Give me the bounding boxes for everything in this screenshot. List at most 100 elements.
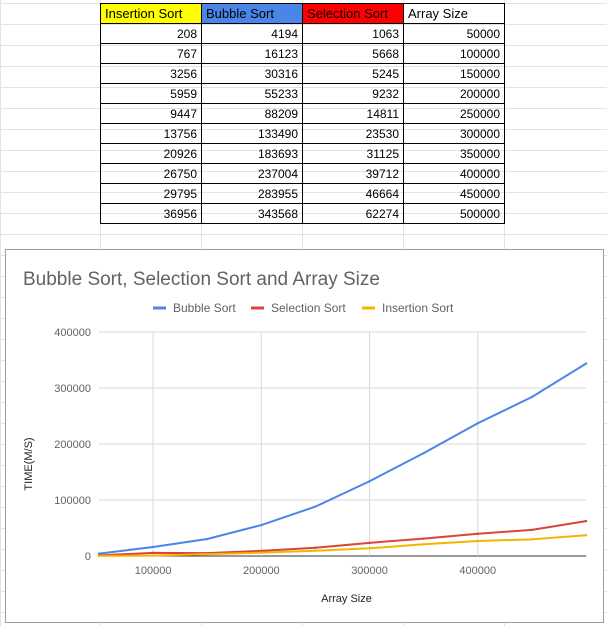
table-row: 208 4194 1063 50000 (100, 23, 505, 44)
x-tick-label: 400000 (459, 565, 496, 577)
x-axis-title: Array Size (321, 593, 372, 605)
series-line-insertion-sort[interactable] (98, 534, 587, 557)
data-point[interactable] (584, 534, 588, 537)
data-point[interactable] (530, 395, 534, 399)
table-cell[interactable]: 450000 (403, 183, 505, 204)
data-point[interactable] (476, 422, 479, 425)
data-point[interactable] (206, 537, 209, 541)
table-cell[interactable]: 30316 (201, 63, 303, 84)
table-cell[interactable]: 14811 (302, 103, 404, 124)
table-cell[interactable]: 9447 (100, 103, 202, 124)
y-tick-label: 100000 (54, 495, 91, 507)
header-array-size[interactable]: Array Size (403, 3, 505, 24)
data-point[interactable] (97, 552, 101, 555)
data-point[interactable] (422, 451, 425, 455)
data-point[interactable] (368, 480, 371, 483)
data-point[interactable] (584, 519, 588, 523)
table-cell[interactable]: 208 (100, 23, 202, 44)
table-cell[interactable]: 500000 (403, 203, 505, 224)
table-cell[interactable]: 5668 (302, 43, 404, 64)
chart-card[interactable]: Bubble Sort, Selection Sort and Array Si… (5, 249, 604, 623)
data-point[interactable] (151, 554, 155, 557)
table-row: 13756 133490 23530 300000 (100, 123, 505, 144)
table-cell[interactable]: 16123 (201, 43, 303, 64)
table-cell[interactable]: 1063 (302, 23, 404, 44)
chart-title: Bubble Sort, Selection Sort and Array Si… (23, 269, 380, 290)
x-tick-label: 100000 (135, 565, 172, 577)
table-row: 767 16123 5668 100000 (100, 43, 505, 64)
data-point[interactable] (260, 549, 263, 553)
data-point[interactable] (530, 528, 534, 532)
table-cell[interactable]: 46664 (302, 183, 404, 204)
data-point[interactable] (97, 554, 101, 558)
data-point[interactable] (584, 362, 588, 365)
data-point[interactable] (476, 539, 479, 543)
table-cell[interactable]: 343568 (201, 203, 303, 224)
table-cell[interactable]: 55233 (201, 83, 303, 104)
table-cell[interactable]: 29795 (100, 183, 202, 204)
table-cell[interactable]: 200000 (403, 83, 505, 104)
table-cell[interactable]: 150000 (403, 63, 505, 84)
y-tick-label: 0 (85, 551, 91, 563)
table-cell[interactable]: 36956 (100, 203, 202, 224)
legend-label[interactable]: Bubble Sort (173, 301, 236, 315)
data-point[interactable] (530, 538, 534, 541)
table-cell[interactable]: 62274 (302, 203, 404, 224)
y-tick-label: 300000 (54, 383, 91, 395)
data-point[interactable] (151, 545, 155, 549)
table-row: 36956 343568 62274 500000 (100, 203, 505, 224)
y-tick-label: 200000 (54, 439, 91, 451)
data-point[interactable] (422, 543, 425, 546)
table-cell[interactable]: 23530 (302, 123, 404, 144)
header-selection-sort[interactable]: Selection Sort (302, 3, 404, 24)
table-cell[interactable]: 133490 (201, 123, 303, 144)
data-point[interactable] (206, 552, 209, 556)
data-point[interactable] (476, 532, 479, 535)
header-bubble-sort[interactable]: Bubble Sort (201, 3, 303, 24)
table-row: 3256 30316 5245 150000 (100, 63, 505, 84)
data-point[interactable] (314, 505, 317, 508)
data-point[interactable] (151, 551, 155, 555)
data-table: Insertion Sort Bubble Sort Selection Sor… (100, 3, 505, 224)
table-cell[interactable]: 183693 (201, 143, 303, 164)
series-line-bubble-sort[interactable] (98, 362, 587, 555)
table-cell[interactable]: 350000 (403, 143, 505, 164)
table-cell[interactable]: 5959 (100, 83, 202, 104)
table-cell[interactable]: 4194 (201, 23, 303, 44)
table-cell[interactable]: 9232 (302, 83, 404, 104)
data-point[interactable] (314, 549, 317, 552)
data-point[interactable] (314, 546, 317, 549)
table-cell[interactable]: 3256 (100, 63, 202, 84)
data-point[interactable] (368, 547, 371, 550)
table-cell[interactable]: 300000 (403, 123, 505, 144)
table-cell[interactable]: 88209 (201, 103, 303, 124)
table-cell[interactable]: 283955 (201, 183, 303, 204)
table-row: 26750 237004 39712 400000 (100, 163, 505, 184)
table-row: 29795 283955 46664 450000 (100, 183, 505, 204)
table-row: 20926 183693 31125 350000 (100, 143, 505, 164)
table-cell[interactable]: 767 (100, 43, 202, 64)
header-insertion-sort[interactable]: Insertion Sort (100, 3, 202, 24)
table-cell[interactable]: 400000 (403, 163, 505, 184)
data-point[interactable] (260, 551, 263, 554)
table-row: 9447 88209 14811 250000 (100, 103, 505, 124)
x-tick-label: 300000 (351, 565, 388, 577)
header-row: Insertion Sort Bubble Sort Selection Sor… (100, 3, 505, 24)
table-cell[interactable]: 39712 (302, 163, 404, 184)
table-cell[interactable]: 26750 (100, 163, 202, 184)
table-cell[interactable]: 13756 (100, 123, 202, 144)
table-cell[interactable]: 50000 (403, 23, 505, 44)
data-point[interactable] (260, 523, 263, 527)
data-point[interactable] (422, 537, 425, 540)
table-cell[interactable]: 250000 (403, 103, 505, 124)
table-cell[interactable]: 20926 (100, 143, 202, 164)
series-line-selection-sort[interactable] (98, 520, 587, 557)
table-cell[interactable]: 5245 (302, 63, 404, 84)
data-point[interactable] (368, 541, 371, 545)
y-tick-label: 400000 (54, 327, 91, 339)
legend-label[interactable]: Selection Sort (271, 301, 346, 315)
table-cell[interactable]: 100000 (403, 43, 505, 64)
table-cell[interactable]: 31125 (302, 143, 404, 164)
legend-label[interactable]: Insertion Sort (382, 301, 454, 315)
table-cell[interactable]: 237004 (201, 163, 303, 184)
